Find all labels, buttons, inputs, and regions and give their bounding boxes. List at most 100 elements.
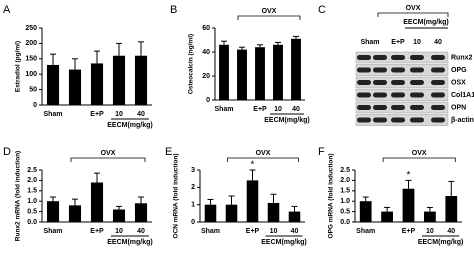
x-tick-label: Sham: [356, 228, 375, 235]
blot-band: [391, 55, 405, 60]
x-tick-label: E+P: [246, 228, 260, 235]
blot-band: [391, 67, 405, 73]
bar: [112, 209, 126, 222]
y-tick-label: 2.0: [340, 177, 350, 184]
panel-letter: A: [3, 4, 11, 16]
bar: [225, 204, 238, 222]
bar: [273, 44, 283, 100]
bracket: [227, 157, 299, 162]
y-tick-label: 250: [25, 25, 37, 32]
y-tick-label: 2.5: [340, 167, 350, 174]
blot-band: [410, 105, 424, 110]
protein-label: β-actin: [451, 117, 474, 124]
y-tick-label: 0.0: [27, 219, 37, 226]
blot-band: [391, 80, 405, 85]
bar: [134, 55, 148, 105]
x-tick-label: Sham: [214, 106, 233, 113]
blot-band: [410, 67, 424, 73]
panel-letter: D: [3, 146, 11, 158]
bracket: [382, 157, 456, 162]
y-axis-label: Estradiol (pg/ml): [15, 41, 22, 92]
blot-band: [357, 80, 371, 85]
y-tick-label: 0.5: [27, 208, 37, 215]
y-tick-label: 1.5: [340, 188, 350, 195]
blot-band: [431, 67, 445, 73]
bar: [288, 211, 301, 222]
y-tick-label: 150: [25, 56, 37, 63]
x-tick-label: 10: [115, 228, 123, 235]
bar: [112, 55, 126, 105]
blot-band: [431, 55, 445, 60]
blot-band: [391, 117, 405, 123]
group-label: EECM(mg/kg): [264, 117, 310, 124]
bar: [359, 201, 372, 222]
blot-band: [373, 92, 387, 98]
group-label: EECM(mg/kg): [403, 19, 449, 26]
x-tick-label: Sham: [201, 228, 220, 235]
blot-band: [373, 80, 387, 85]
blot-band: [373, 55, 387, 60]
blot-band: [431, 105, 445, 110]
y-tick-label: 1.5: [27, 188, 37, 195]
x-tick-label: Sham: [43, 111, 62, 118]
blot-band: [431, 92, 445, 98]
bar: [246, 180, 259, 222]
bar: [255, 47, 265, 100]
bracket-label: OVX: [101, 150, 116, 157]
x-tick-label: E+P: [90, 111, 104, 118]
bar: [445, 196, 458, 222]
blot-band: [373, 105, 387, 110]
bracket: [377, 12, 449, 17]
lane-label: 40: [434, 39, 442, 46]
lane-label: E+P: [391, 39, 405, 46]
y-tick-label: 20: [202, 73, 210, 80]
x-tick-label: E+P: [402, 228, 416, 235]
blot-band: [357, 67, 371, 73]
y-axis-label: OPG mRNA (fold induction): [328, 154, 335, 239]
y-tick-label: 0: [33, 102, 37, 109]
bar: [204, 204, 217, 222]
group-label: EECM(mg/kg): [107, 239, 153, 246]
y-tick-label: 200: [25, 40, 37, 47]
bracket-label: OVX: [412, 150, 427, 157]
y-tick-label: 2: [191, 184, 195, 191]
blot-band: [410, 117, 424, 123]
bracket-label: OVX: [262, 8, 277, 15]
y-tick-label: 0.0: [340, 219, 350, 226]
group-label: EECM(mg/kg): [261, 239, 307, 246]
y-tick-label: 60: [202, 25, 210, 32]
blot-band: [410, 92, 424, 98]
x-tick-label: E+P: [253, 106, 267, 113]
bar: [424, 211, 436, 222]
y-tick-label: 2.0: [27, 177, 37, 184]
panel-letter: C: [318, 4, 326, 16]
x-tick-label: E+P: [90, 228, 104, 235]
y-axis-label: Osteocalcin (ng/ml): [188, 34, 195, 94]
x-tick-label: 40: [137, 228, 145, 235]
x-tick-label: 40: [137, 111, 145, 118]
y-axis-label: Runx2 mRNA (fold induction): [15, 151, 22, 241]
bar: [291, 38, 301, 100]
significance-mark: *: [251, 160, 255, 171]
blot-band: [373, 67, 387, 73]
protein-label: OPN: [451, 104, 466, 111]
panel-letter: F: [318, 146, 325, 158]
bar: [46, 201, 60, 222]
bar: [90, 182, 104, 222]
blot-band: [431, 80, 445, 85]
x-tick-label: 40: [447, 228, 455, 235]
protein-label: Col1A1: [451, 92, 474, 99]
y-tick-label: 3: [191, 167, 195, 174]
y-tick-label: 0: [206, 97, 210, 104]
bar: [68, 69, 82, 105]
y-tick-label: 0: [191, 219, 195, 226]
lane-label: Sham: [360, 39, 379, 46]
bar: [219, 44, 229, 100]
significance-mark: *: [407, 170, 411, 181]
y-tick-label: 1: [191, 202, 195, 209]
protein-label: OSX: [451, 79, 466, 86]
x-tick-label: 10: [270, 228, 278, 235]
x-tick-label: Sham: [43, 228, 62, 235]
blot-band: [410, 80, 424, 85]
